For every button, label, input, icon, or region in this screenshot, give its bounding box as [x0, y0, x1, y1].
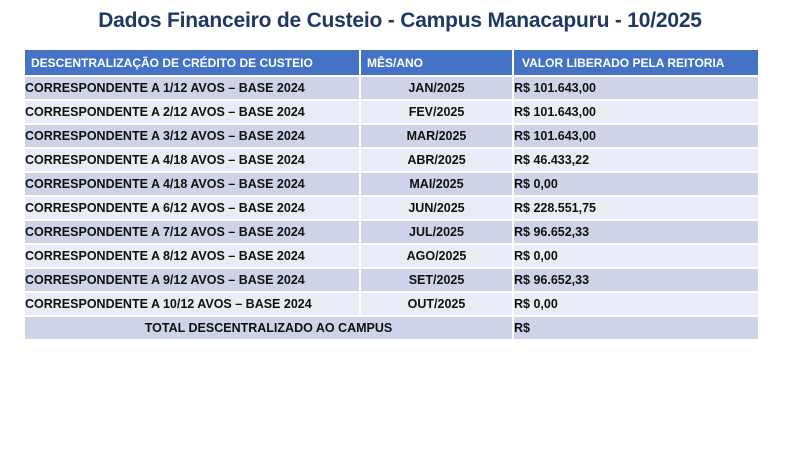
description-cell: CORRESPONDENTE A 10/12 AVOS – BASE 2024	[25, 292, 361, 317]
header-mes-ano: MÊS/ANO	[360, 50, 514, 77]
month-cell: JUL/2025	[360, 220, 514, 245]
table-row: CORRESPONDENTE A 4/18 AVOS – BASE 2024 M…	[25, 172, 758, 197]
description-cell: CORRESPONDENTE A 2/12 AVOS – BASE 2024	[25, 100, 361, 125]
month-cell: MAR/2025	[360, 124, 514, 149]
financial-table: DESCENTRALIZAÇÃO DE CRÉDITO DE CUSTEIO M…	[25, 50, 758, 341]
table-row: CORRESPONDENTE A 10/12 AVOS – BASE 2024 …	[25, 292, 758, 317]
month-cell: AGO/2025	[360, 244, 514, 269]
description-cell: CORRESPONDENTE A 9/12 AVOS – BASE 2024	[25, 268, 361, 293]
table-row: CORRESPONDENTE A 2/12 AVOS – BASE 2024 F…	[25, 100, 758, 125]
description-cell: CORRESPONDENTE A 8/12 AVOS – BASE 2024	[25, 244, 361, 269]
total-label-cell: TOTAL DESCENTRALIZADO AO CAMPUS	[25, 316, 514, 341]
table-row: CORRESPONDENTE A 9/12 AVOS – BASE 2024 S…	[25, 268, 758, 293]
description-cell: CORRESPONDENTE A 3/12 AVOS – BASE 2024	[25, 124, 361, 149]
description-cell: CORRESPONDENTE A 6/12 AVOS – BASE 2024	[25, 196, 361, 221]
table-row: CORRESPONDENTE A 3/12 AVOS – BASE 2024 M…	[25, 124, 758, 149]
value-cell: R$ 96.652,33	[513, 220, 758, 245]
table-header-row: DESCENTRALIZAÇÃO DE CRÉDITO DE CUSTEIO M…	[25, 50, 758, 77]
value-cell: R$ 101.643,00	[513, 124, 758, 149]
value-cell: R$ 101.643,00	[513, 100, 758, 125]
description-cell: CORRESPONDENTE A 4/18 AVOS – BASE 2024	[25, 172, 361, 197]
value-cell: R$ 0,00	[513, 172, 758, 197]
description-cell: CORRESPONDENTE A 7/12 AVOS – BASE 2024	[25, 220, 361, 245]
month-cell: JAN/2025	[360, 76, 514, 101]
table-row: CORRESPONDENTE A 8/12 AVOS – BASE 2024 A…	[25, 244, 758, 269]
header-descentralizacao: DESCENTRALIZAÇÃO DE CRÉDITO DE CUSTEIO	[25, 50, 361, 77]
table-row: CORRESPONDENTE A 7/12 AVOS – BASE 2024 J…	[25, 220, 758, 245]
header-valor-liberado: VALOR LIBERADO PELA REITORIA	[513, 50, 758, 77]
value-cell: R$ 101.643,00	[513, 76, 758, 101]
table-body: CORRESPONDENTE A 1/12 AVOS – BASE 2024 J…	[25, 76, 758, 341]
month-cell: ABR/2025	[360, 148, 514, 173]
value-cell: R$ 46.433,22	[513, 148, 758, 173]
table-row: CORRESPONDENTE A 6/12 AVOS – BASE 2024 J…	[25, 196, 758, 221]
value-cell: R$ 0,00	[513, 244, 758, 269]
value-cell: R$ 228.551,75	[513, 196, 758, 221]
value-cell: R$ 96.652,33	[513, 268, 758, 293]
month-cell: FEV/2025	[360, 100, 514, 125]
page-title: Dados Financeiro de Custeio - Campus Man…	[98, 9, 702, 32]
table-row: CORRESPONDENTE A 1/12 AVOS – BASE 2024 J…	[25, 76, 758, 101]
table-row: CORRESPONDENTE A 4/18 AVOS – BASE 2024 A…	[25, 148, 758, 173]
total-value-cell: R$	[513, 316, 758, 341]
total-row: TOTAL DESCENTRALIZADO AO CAMPUS R$	[25, 316, 758, 341]
value-cell: R$ 0,00	[513, 292, 758, 317]
description-cell: CORRESPONDENTE A 4/18 AVOS – BASE 2024	[25, 148, 361, 173]
month-cell: OUT/2025	[360, 292, 514, 317]
month-cell: JUN/2025	[360, 196, 514, 221]
month-cell: MAI/2025	[360, 172, 514, 197]
month-cell: SET/2025	[360, 268, 514, 293]
description-cell: CORRESPONDENTE A 1/12 AVOS – BASE 2024	[25, 76, 361, 101]
